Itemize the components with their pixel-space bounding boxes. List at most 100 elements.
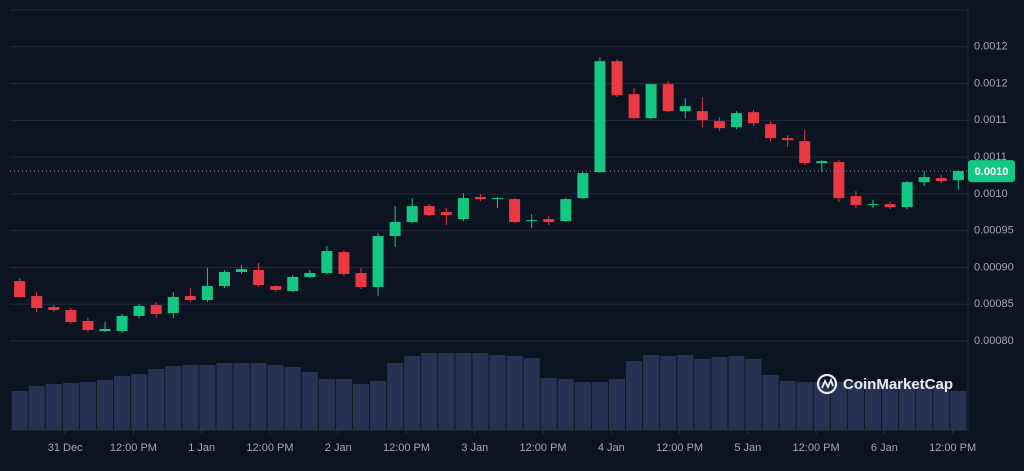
candle-body — [423, 206, 435, 216]
volume-bar — [933, 385, 950, 430]
watermark-logo-mark — [821, 377, 834, 390]
candle-body — [321, 251, 333, 274]
volume-bar — [694, 359, 711, 430]
candle-body — [99, 329, 111, 331]
volume-bar — [114, 376, 131, 430]
volume-bar — [523, 358, 540, 430]
volume-bar — [779, 381, 796, 430]
candle-body — [543, 219, 555, 223]
volume-bar — [216, 363, 233, 430]
candle-body — [474, 197, 486, 200]
candle-body — [730, 113, 742, 128]
candle-body — [372, 236, 384, 288]
volume-bar — [796, 382, 813, 430]
y-tick-label: 0.0011 — [974, 114, 1007, 126]
candle-body — [82, 320, 94, 331]
y-tick-label: 0.00085 — [974, 298, 1014, 310]
candle-body — [492, 198, 504, 200]
x-tick-label: 2 Jan — [325, 442, 352, 454]
x-tick-label: 12:00 PM — [383, 442, 430, 454]
volume-bar — [335, 379, 352, 430]
candle-body — [14, 281, 26, 298]
volume-bar — [165, 366, 182, 430]
x-tick-label: 4 Jan — [598, 442, 625, 454]
volume-layer — [11, 353, 967, 430]
volume-bar — [199, 365, 216, 430]
candle-body — [867, 204, 879, 206]
candle-body — [253, 270, 265, 286]
candle-body — [389, 222, 401, 237]
volume-bar — [574, 382, 591, 430]
volume-bar — [148, 369, 165, 430]
volume-bar — [62, 383, 79, 430]
volume-bar — [96, 380, 114, 430]
volume-bar — [233, 363, 250, 430]
candle-body — [270, 286, 282, 291]
volume-bar — [608, 379, 626, 430]
volume-bar — [489, 355, 506, 430]
watermark-logo — [816, 373, 838, 395]
candle-body — [645, 84, 657, 119]
volume-bar — [387, 363, 404, 430]
x-tick-label: 12:00 PM — [246, 442, 293, 454]
x-tick-label: 31 Dec — [48, 442, 83, 454]
x-tick-label: 12:00 PM — [793, 442, 840, 454]
candle-body — [696, 111, 708, 121]
x-tick-label: 12:00 PM — [929, 442, 976, 454]
x-tick-label: 3 Jan — [461, 442, 488, 454]
volume-bar — [318, 379, 335, 430]
candle-body — [560, 199, 572, 222]
x-tick-label: 12:00 PM — [110, 442, 157, 454]
volume-bar — [11, 391, 28, 430]
candle-body — [150, 305, 162, 315]
volume-bar — [79, 382, 96, 430]
volume-bar — [301, 372, 318, 430]
candle-body — [833, 162, 845, 199]
y-tick-label: 0.00090 — [974, 261, 1014, 273]
price-tag-label: 0.0010 — [975, 166, 1009, 178]
candle-body — [611, 61, 623, 96]
candle-body — [594, 61, 606, 173]
volume-bar — [626, 361, 643, 430]
volume-bar — [711, 357, 728, 430]
x-tick-label: 1 Jan — [188, 442, 215, 454]
candle-body — [799, 141, 811, 164]
candle-body — [457, 198, 469, 220]
candle-body — [918, 177, 930, 183]
x-tick-label: 6 Jan — [871, 442, 898, 454]
volume-bar — [813, 382, 830, 430]
watermark: CoinMarketCap — [816, 373, 953, 395]
candle-body — [679, 106, 691, 112]
candle-body — [713, 121, 725, 129]
candle-body — [355, 273, 367, 288]
x-tick-label: 12:00 PM — [656, 442, 703, 454]
candle-layer — [10, 57, 968, 333]
candle-body — [116, 315, 128, 331]
volume-bar — [899, 382, 916, 430]
candle-body — [952, 171, 964, 181]
y-tick-label: 0.0011 — [974, 151, 1007, 163]
volume-bar — [404, 356, 421, 430]
volume-bar — [557, 379, 574, 430]
candle-body — [628, 94, 640, 119]
candle-body — [748, 112, 760, 124]
volume-bar — [182, 365, 199, 430]
volume-bar — [472, 353, 489, 430]
volume-bar — [352, 384, 370, 430]
candle-body — [935, 178, 947, 182]
volume-bar — [591, 382, 608, 430]
volume-bar — [370, 381, 387, 430]
y-tick-label: 0.0012 — [974, 77, 1008, 89]
candle-body — [850, 196, 862, 206]
candle-body — [782, 138, 794, 141]
volume-bar — [28, 386, 45, 430]
volume-bar — [864, 382, 882, 430]
candle-body — [133, 305, 145, 316]
volume-bar — [506, 356, 523, 430]
volume-bar — [677, 355, 694, 430]
candle-body — [31, 296, 43, 309]
volume-bar — [745, 359, 762, 430]
volume-bar — [45, 384, 62, 430]
